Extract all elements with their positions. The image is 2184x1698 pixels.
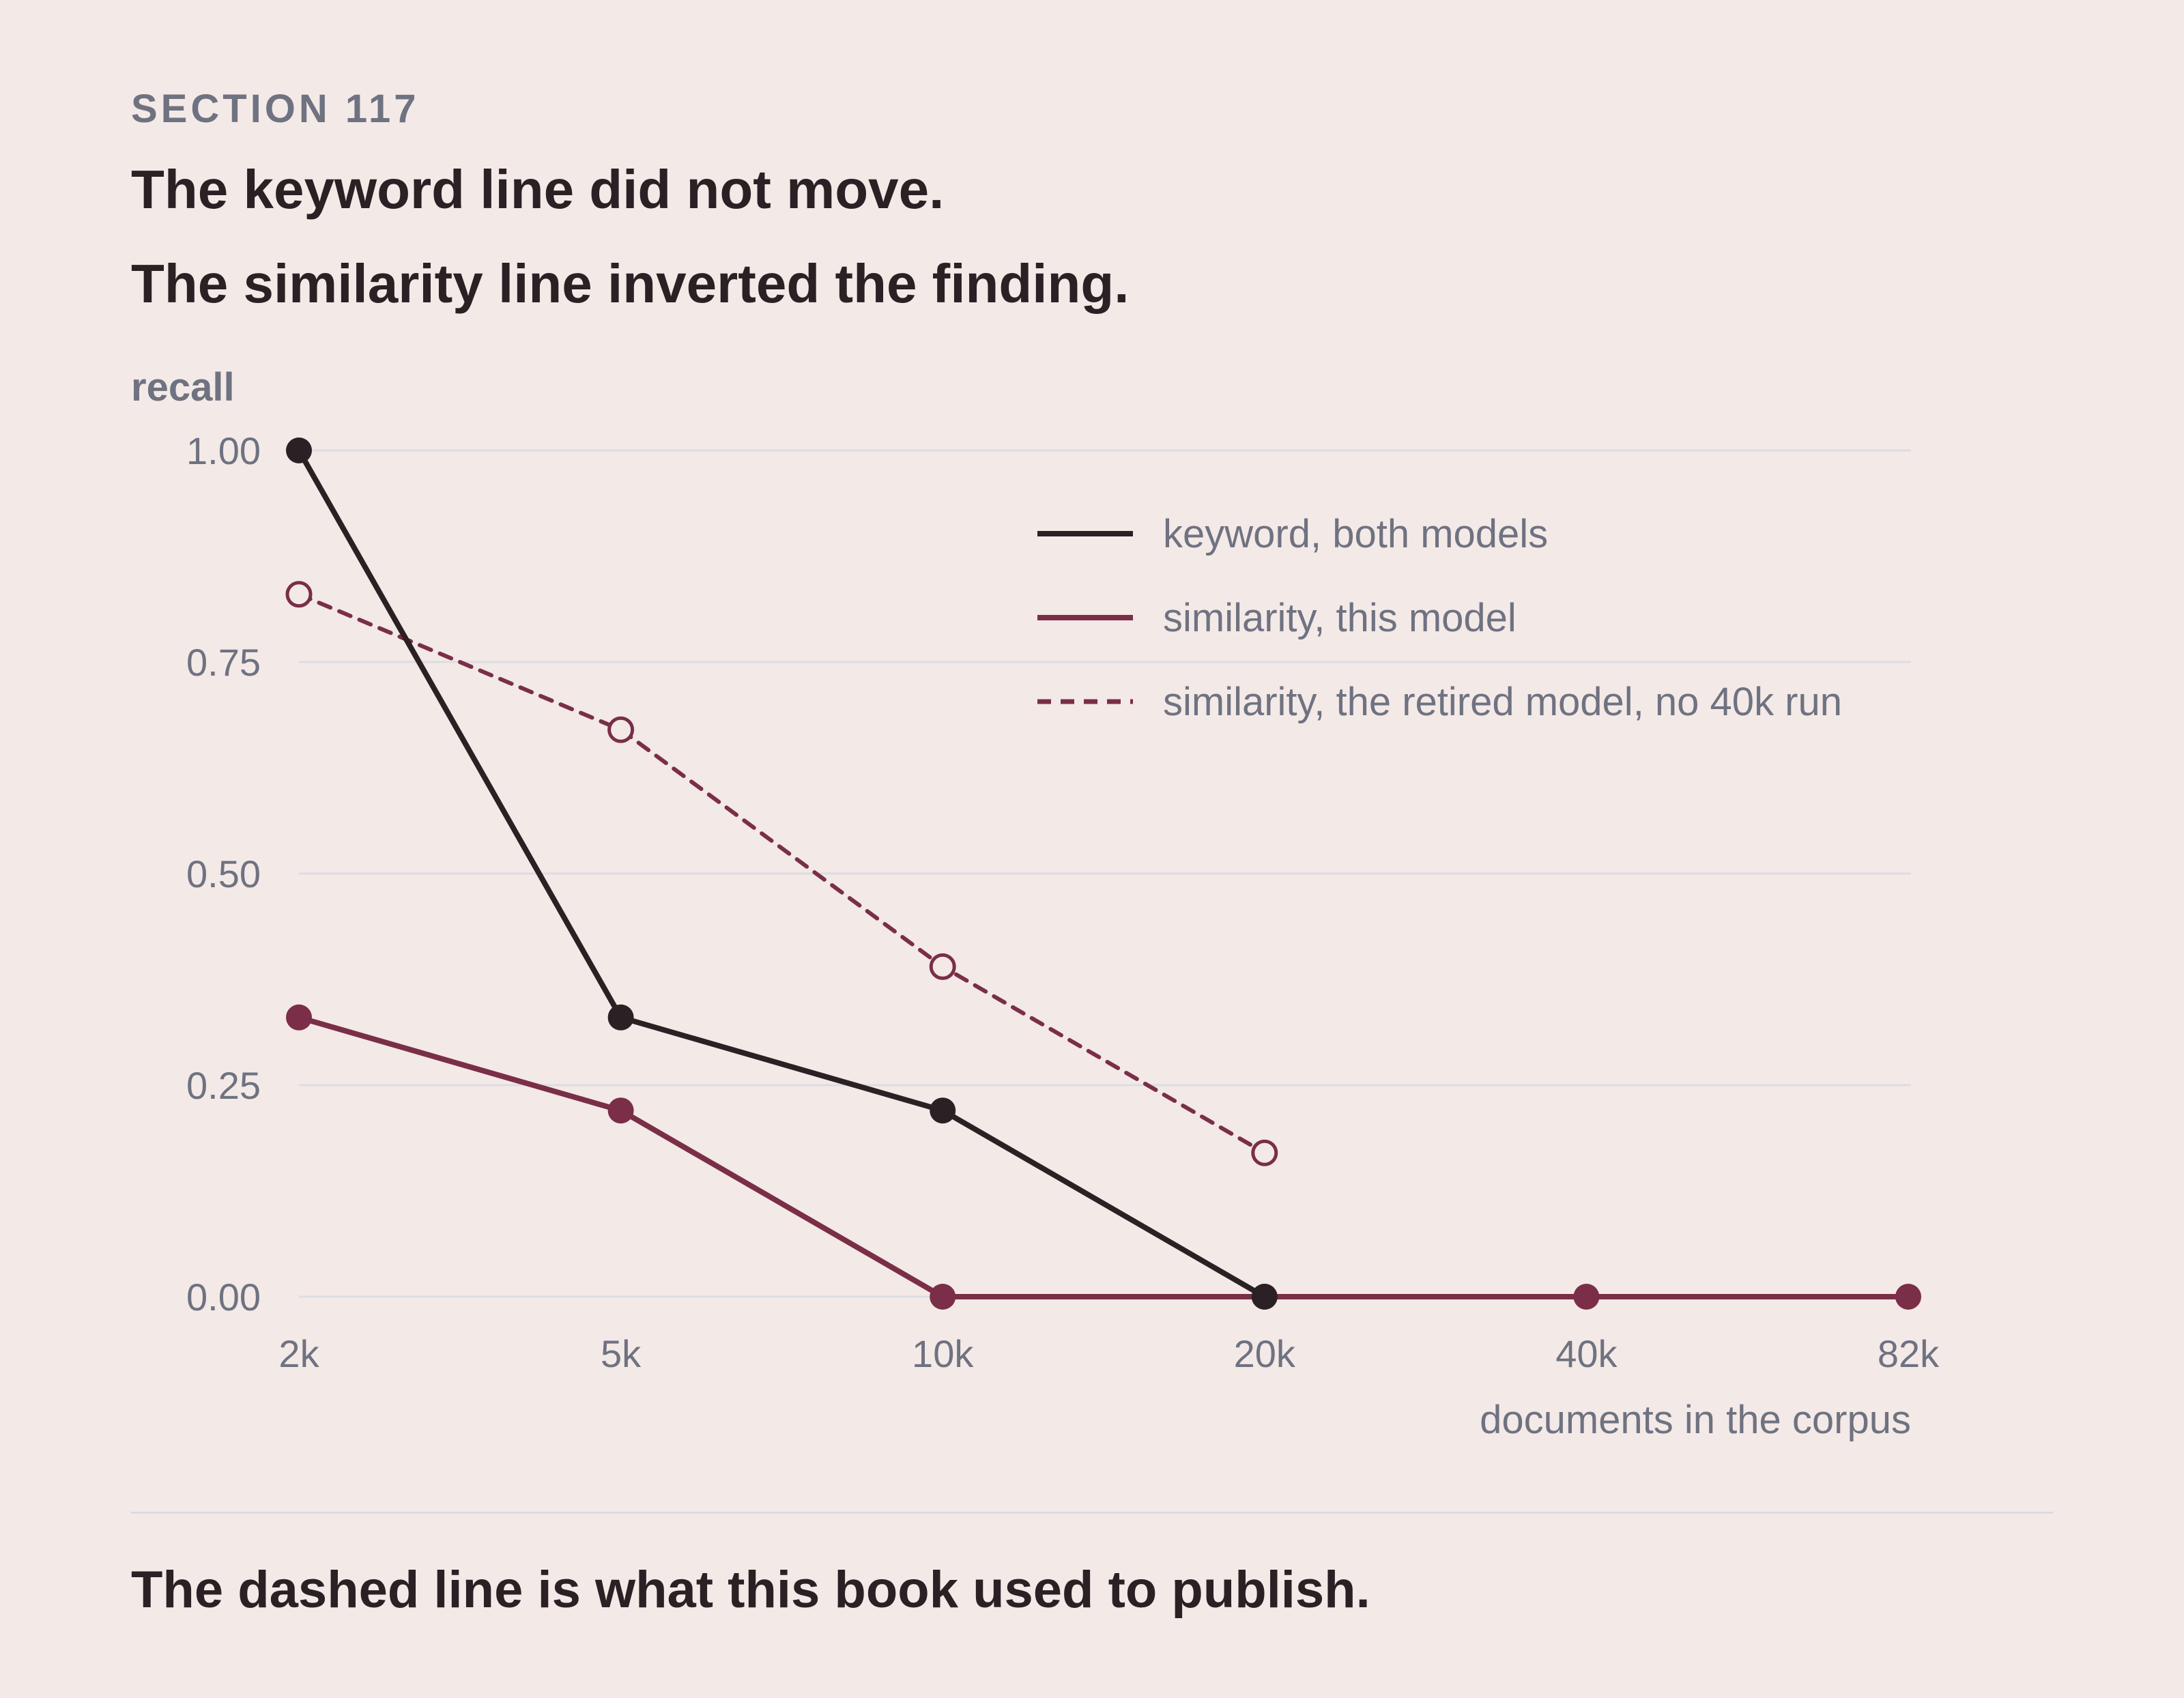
series-lines: [285, 437, 1921, 1310]
data-point: [286, 437, 312, 463]
legend-label: keyword, both models: [1163, 512, 1548, 556]
data-point: [286, 1004, 312, 1031]
legend: keyword, both models similarity, this mod…: [1037, 512, 1842, 724]
data-point: [607, 716, 635, 743]
x-tick-label: 40k: [1555, 1332, 1618, 1375]
data-point: [930, 1097, 956, 1124]
y-tick-labels: 0.00 0.25 0.50 0.75 1.00: [186, 429, 261, 1319]
y-tick-label: 0.25: [186, 1064, 261, 1107]
legend-label: similarity, the retired model, no 40k ru…: [1163, 680, 1842, 724]
y-tick-label: 0.75: [186, 641, 261, 684]
footer-caption: The dashed line is what this book used t…: [131, 1561, 1370, 1619]
x-tick-label: 10k: [912, 1332, 974, 1375]
y-tick-label: 1.00: [186, 429, 261, 472]
x-tick-label: 2k: [278, 1332, 319, 1375]
data-point: [930, 1284, 956, 1310]
section-eyebrow: SECTION 117: [131, 87, 420, 131]
chart-title-line-1: The keyword line did not move.: [131, 159, 945, 220]
series-line: [296, 1014, 1911, 1299]
data-point: [607, 1097, 634, 1124]
chart-title-line-2: The similarity line inverted the finding…: [131, 253, 1130, 314]
data-point: [1573, 1284, 1600, 1310]
series-2: [285, 581, 1278, 1166]
line-chart: 0.00 0.25 0.50 0.75 1.00 2k 5k 10k 20k 40k 82k ke…: [186, 429, 1940, 1442]
series-0: [286, 437, 1278, 1310]
y-tick-label: 0.50: [186, 852, 261, 895]
data-point: [607, 1004, 634, 1031]
data-point: [1251, 1139, 1278, 1166]
x-tick-labels: 2k 5k 10k 20k 40k 82k: [278, 1332, 1940, 1375]
x-tick-label: 5k: [601, 1332, 642, 1375]
y-axis-label: recall: [131, 365, 235, 409]
series-1: [286, 1004, 1921, 1310]
data-point: [1895, 1284, 1921, 1310]
series-line: [297, 592, 1267, 1155]
y-tick-label: 0.00: [186, 1276, 261, 1319]
x-tick-label: 20k: [1234, 1332, 1296, 1375]
footer-divider: [131, 1512, 2053, 1514]
data-point: [1251, 1284, 1278, 1310]
data-point: [285, 581, 313, 608]
x-axis-label: documents in the corpus: [1480, 1398, 1911, 1442]
legend-label: similarity, this model: [1163, 596, 1517, 640]
x-tick-label: 82k: [1878, 1332, 1940, 1375]
data-point: [929, 953, 956, 980]
series-line: [296, 448, 1267, 1299]
